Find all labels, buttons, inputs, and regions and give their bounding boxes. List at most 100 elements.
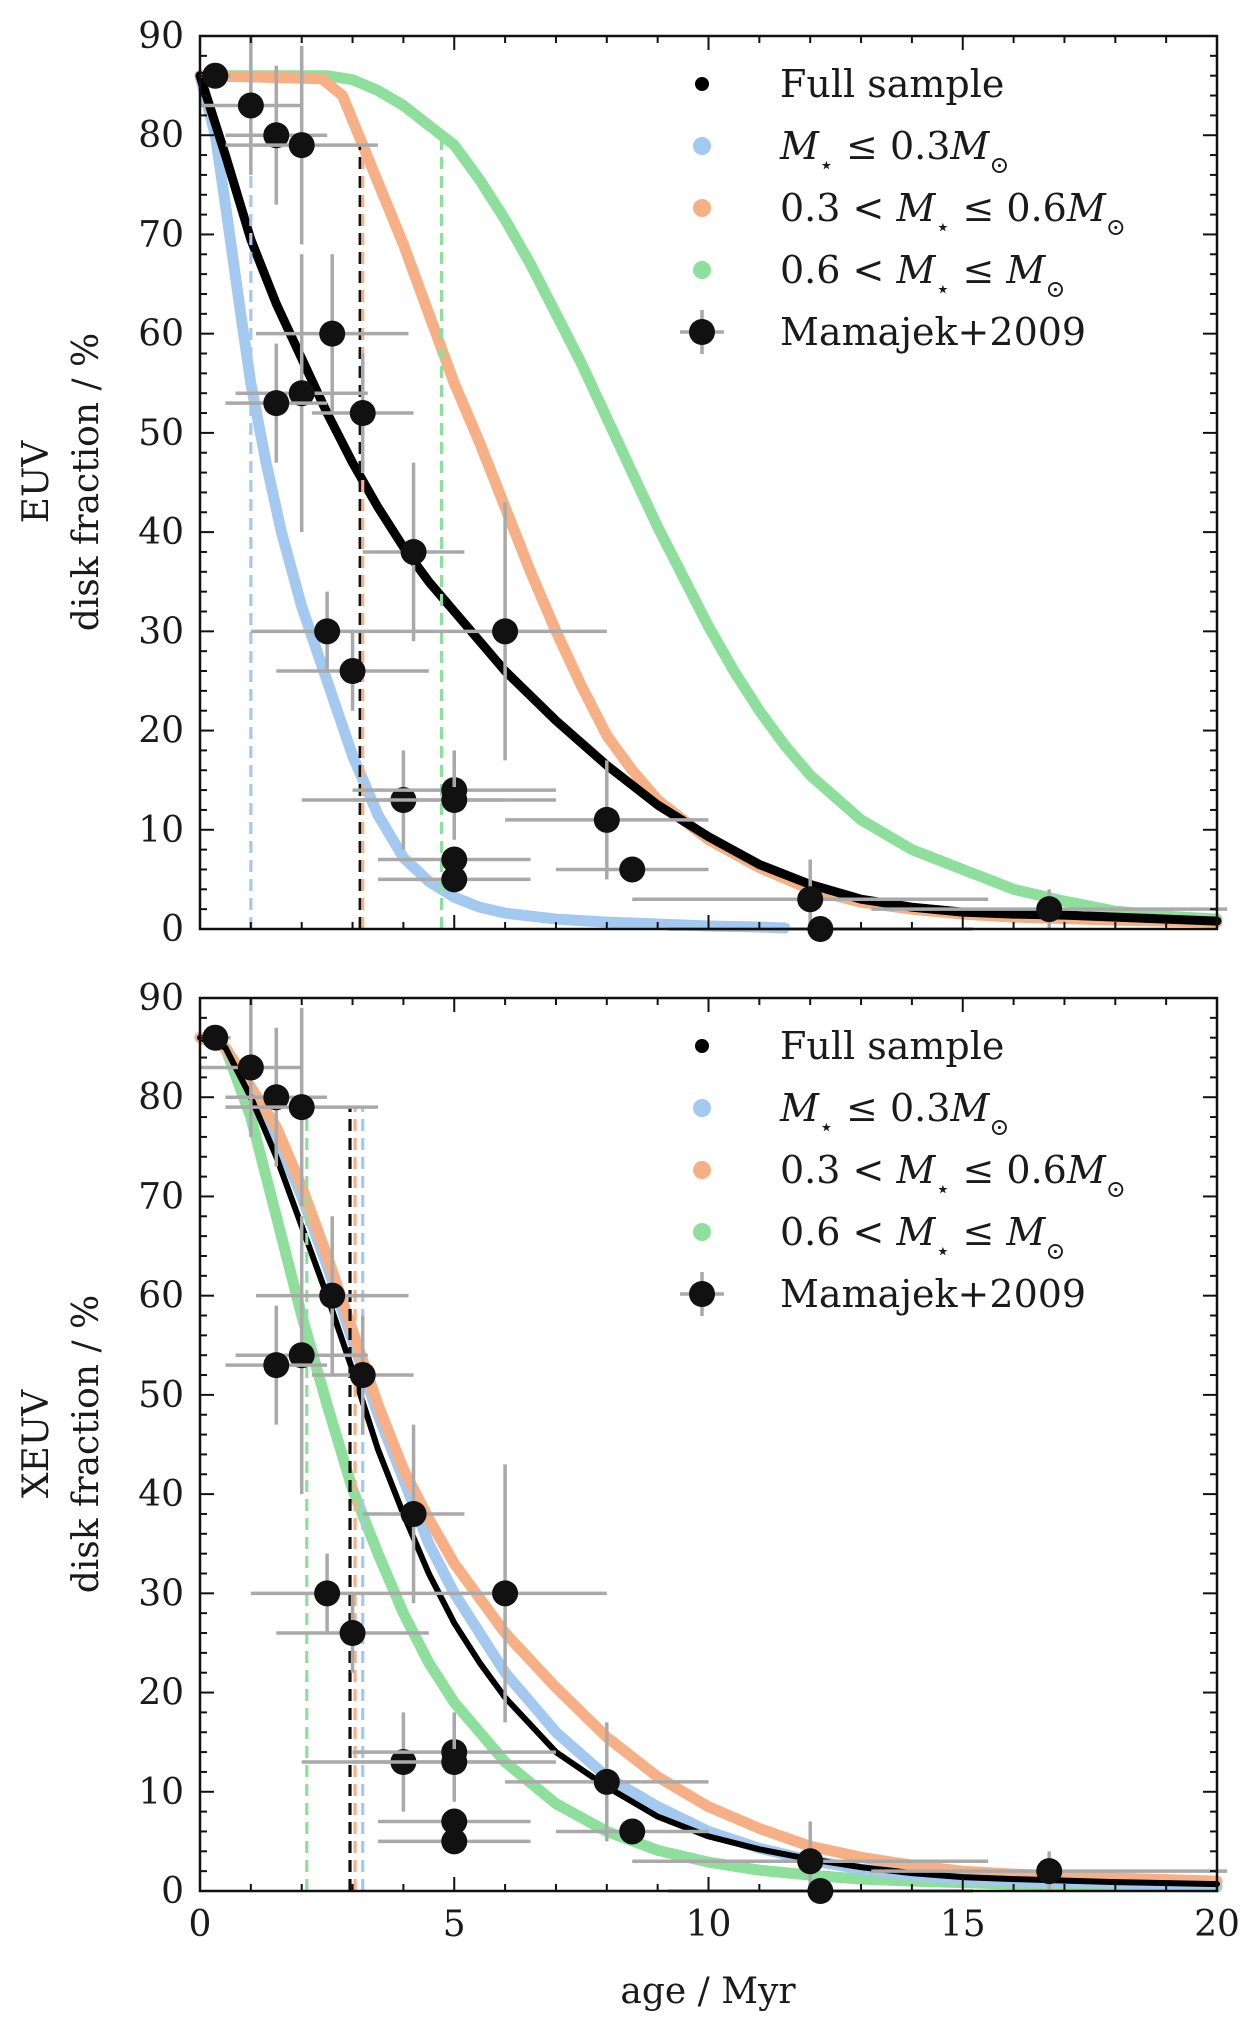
euv-ylabel-line1: EUV	[16, 440, 57, 524]
data-marker	[619, 1818, 646, 1845]
legend-entry-low: M⋆ ≤ 0.3M⊙	[693, 1086, 1009, 1141]
data-marker	[288, 132, 315, 159]
data-marker	[441, 1749, 468, 1776]
observation-point	[377, 1828, 531, 1855]
xeuv-axis-ticks: 0 10 20 30 40 50 60 70 80 90	[138, 978, 1218, 1912]
x-tick-label: 15	[940, 1904, 986, 1945]
y-tick-label: 90	[138, 16, 184, 57]
data-marker	[593, 1768, 620, 1795]
observation-point	[276, 631, 429, 711]
euv-legend: Full sample M⋆ ≤ 0.3M⊙ 0.3 < M⋆ ≤ 0.6M⊙ 0.6…	[680, 62, 1126, 354]
data-marker	[339, 1620, 366, 1647]
legend-entry-high: 0.6 < M⋆ ≤ M⊙	[693, 248, 1065, 303]
observation-point	[311, 353, 414, 473]
euv-axis-ticks: 0 10 20 30 40 50 60 70 80 90	[138, 16, 1218, 950]
y-tick-label: 40	[138, 1474, 184, 1515]
legend-label: 0.6 < M⋆ ≤ M⊙	[780, 248, 1065, 303]
observation-point	[377, 846, 531, 873]
observation-point	[352, 1722, 556, 1802]
observation-point	[225, 1027, 328, 1167]
observation-point	[555, 1818, 709, 1845]
observation-point	[362, 1424, 465, 1604]
observation-point	[377, 1808, 531, 1835]
x-tick-label: 5	[443, 1904, 466, 1945]
data-marker	[1036, 1858, 1063, 1885]
data-marker	[314, 1580, 341, 1607]
observation-point	[377, 866, 531, 893]
data-marker	[288, 1094, 315, 1121]
curve-high	[194, 1032, 1223, 1893]
observation-point	[632, 1821, 989, 1891]
y-tick-label: 50	[138, 413, 184, 454]
legend-marker	[695, 77, 709, 91]
euv-ylabel-line2: disk fraction / %	[66, 333, 107, 632]
data-marker	[319, 1282, 346, 1309]
data-marker	[263, 390, 290, 417]
euv-median-lines	[249, 75, 444, 929]
xeuv-ylabel-line2: disk fraction / %	[66, 1295, 107, 1594]
observation-point	[235, 254, 368, 533]
x-tick-label: 10	[686, 1904, 732, 1945]
observation-point	[352, 760, 556, 840]
data-marker	[237, 92, 264, 119]
data-marker	[202, 1024, 229, 1051]
data-marker	[319, 320, 346, 347]
observation-point	[505, 760, 709, 880]
legend-label: M⋆ ≤ 0.3M⊙	[779, 124, 1009, 179]
data-marker	[288, 1342, 315, 1369]
data-marker	[619, 856, 646, 883]
curve-high	[194, 70, 1223, 925]
y-tick-label: 20	[138, 1673, 184, 1714]
observation-point	[250, 591, 404, 672]
data-marker	[314, 618, 341, 645]
data-marker	[202, 62, 229, 89]
data-marker	[492, 618, 519, 645]
observation-point	[871, 889, 1228, 929]
euv-curves	[194, 70, 1223, 934]
observation-point	[403, 1464, 607, 1723]
legend-label: M⋆ ≤ 0.3M⊙	[779, 1086, 1009, 1141]
observation-point	[505, 1722, 709, 1842]
observation-point	[200, 998, 302, 1137]
x-tick-label: 20	[1194, 1904, 1240, 1945]
observation-point	[225, 343, 328, 463]
y-tick-label: 0	[161, 1871, 184, 1912]
data-marker	[441, 787, 468, 814]
observation-point	[871, 1851, 1228, 1891]
legend-entry-high: 0.6 < M⋆ ≤ M⊙	[693, 1210, 1065, 1265]
legend-marker	[693, 1223, 711, 1241]
y-tick-label: 70	[138, 214, 184, 255]
observation-point	[255, 254, 409, 414]
y-tick-label: 0	[161, 909, 184, 950]
curve-low	[194, 70, 791, 934]
data-marker	[400, 1500, 427, 1527]
data-marker	[263, 1352, 290, 1379]
data-marker	[492, 1580, 519, 1607]
data-marker	[237, 1054, 264, 1081]
observation-point	[403, 502, 607, 761]
observation-point	[235, 1216, 368, 1495]
data-marker	[263, 1084, 290, 1111]
y-tick-label: 10	[138, 810, 184, 851]
xeuv-median-lines	[305, 1107, 365, 1891]
x-tick-label: 0	[189, 1904, 212, 1945]
observation-point	[250, 1553, 404, 1634]
legend-marker	[693, 199, 711, 217]
legend-entry-data: Mamajek+2009	[680, 1272, 1086, 1316]
legend-marker	[689, 319, 715, 345]
y-tick-label: 60	[138, 1276, 184, 1317]
legend-label: 0.3 < M⋆ ≤ 0.6M⊙	[780, 1148, 1126, 1203]
observation-point	[200, 36, 302, 175]
y-tick-label: 80	[138, 115, 184, 156]
observation-point	[632, 859, 989, 929]
xeuv-plot-frame	[198, 996, 1219, 1893]
y-tick-label: 70	[138, 1176, 184, 1217]
legend-entry-mid: 0.3 < M⋆ ≤ 0.6M⊙	[693, 186, 1126, 241]
data-marker	[400, 538, 427, 565]
legend-marker	[695, 1039, 709, 1053]
observation-point	[311, 1315, 414, 1435]
observation-point	[255, 1216, 409, 1376]
data-marker	[339, 658, 366, 685]
data-marker	[593, 806, 620, 833]
